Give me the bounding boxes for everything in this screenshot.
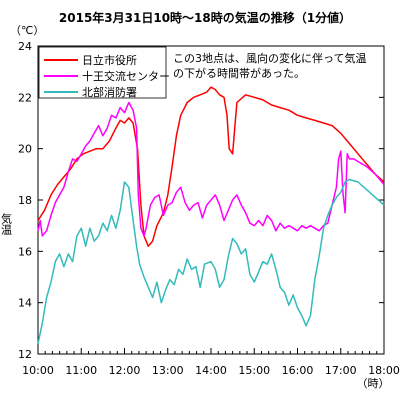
x-unit-label: （時） (357, 377, 390, 390)
annotation-line-2: の下がる時間帯があった。 (173, 66, 305, 80)
x-tick-label: 17:00 (325, 364, 357, 377)
chart-title: 2015年3月31日10時～18時の気温の推移（1分値） (59, 10, 351, 25)
series-layer (37, 86, 385, 344)
y-tick-label: 12 (18, 348, 32, 361)
x-tick-label: 14:00 (195, 364, 227, 377)
y-tick-label: 20 (18, 143, 32, 156)
x-axis: 10:00 11:00 12:00 13:00 14:00 15:00 16:00 17:00… (22, 348, 400, 377)
legend-box (38, 46, 167, 99)
legend-label-3: 北部消防署 (82, 85, 137, 99)
y-axis: 12 14 16 18 20 22 24 (18, 40, 384, 361)
series-line-3 (37, 178, 385, 344)
y-tick-label: 22 (18, 91, 32, 104)
x-tick-label: 12:00 (109, 364, 141, 377)
legend-label-1: 日立市役所 (82, 53, 137, 67)
legend-label-2: 十王交流センター (82, 69, 170, 83)
y-tick-label: 18 (18, 194, 32, 207)
x-tick-label: 15:00 (238, 364, 270, 377)
series-line-2 (37, 101, 385, 237)
x-tick-label: 11:00 (65, 364, 97, 377)
x-tick-label: 16:00 (282, 364, 314, 377)
y-tick-label: 14 (18, 297, 32, 310)
x-tick-label: 18:00 (368, 364, 400, 377)
series-line-1 (37, 86, 385, 247)
y-tick-label: 16 (18, 245, 32, 258)
x-tick-label: 10:00 (22, 364, 54, 377)
y-axis-title: 気温 (0, 212, 13, 235)
y-tick-label: 24 (18, 40, 32, 53)
y-unit-label: （℃） (10, 24, 44, 37)
x-tick-label: 13:00 (152, 364, 184, 377)
annotation-line-1: この3地点は、風向の変化に伴って気温 (173, 51, 366, 65)
